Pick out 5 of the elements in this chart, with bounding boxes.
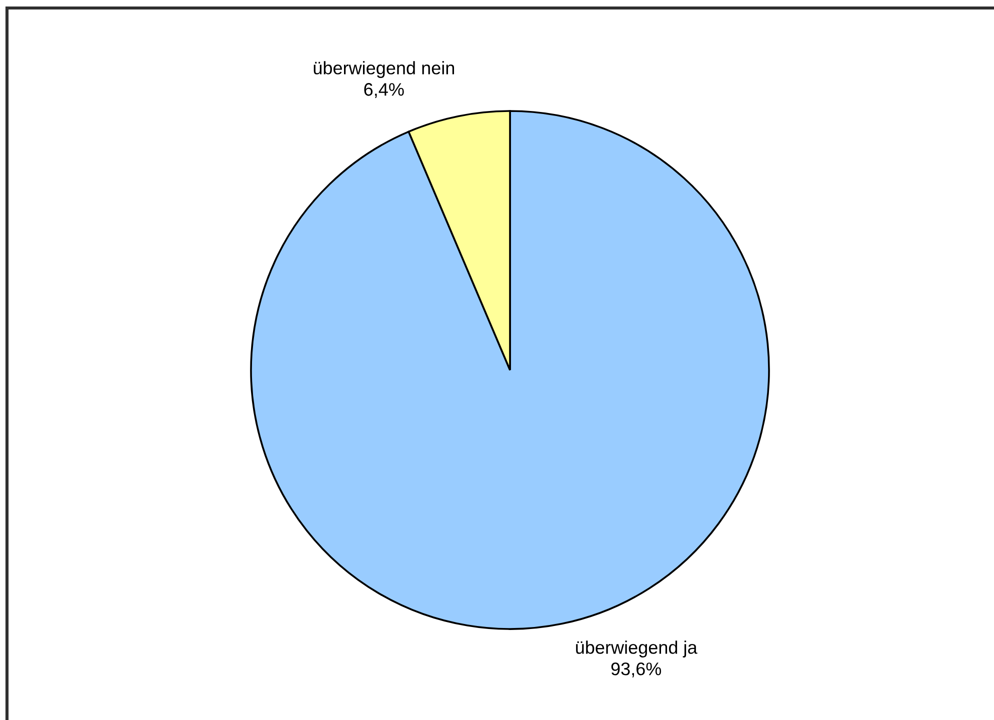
data-label: 93,6% <box>611 662 662 678</box>
slice-label: überwiegend ja <box>576 640 698 658</box>
slice-label: überwiegend nein <box>314 61 454 78</box>
pie-slice <box>250 110 770 630</box>
data-label: 6,4% <box>364 83 404 98</box>
